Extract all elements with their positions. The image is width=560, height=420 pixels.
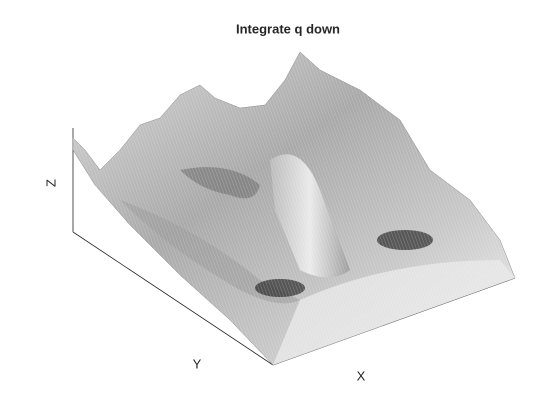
y-axis-line xyxy=(72,231,274,366)
z-axis-label: Z xyxy=(43,179,58,187)
chart-title: Integrate q down xyxy=(236,21,340,36)
surface xyxy=(72,51,516,366)
y-axis-label: Y xyxy=(193,356,202,371)
x-axis-label: X xyxy=(357,368,366,383)
